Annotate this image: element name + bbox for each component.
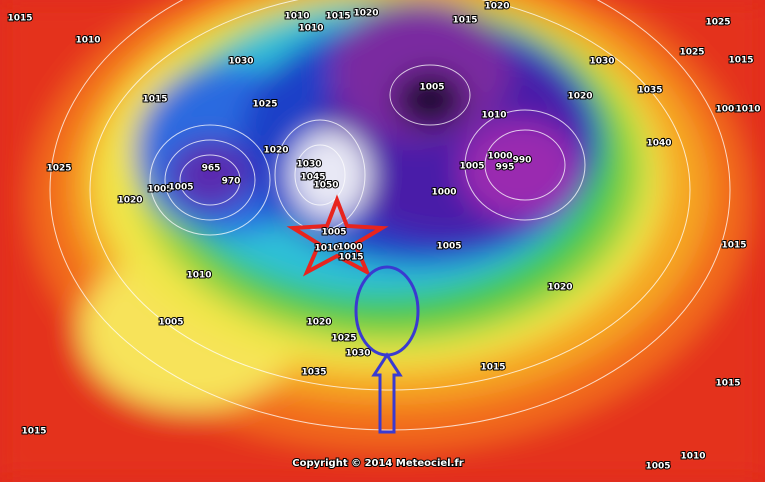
isobar-label: 1005	[168, 183, 193, 193]
isobar-label: 1010	[284, 12, 309, 22]
isobar-label: 1001	[715, 105, 740, 115]
isobar-label: 1010	[481, 111, 506, 121]
isobar-label: 1030	[589, 57, 614, 67]
isobar-label: 1005	[645, 462, 670, 472]
isobar-label: 1000	[487, 152, 512, 162]
isobar-label: 1020	[306, 318, 331, 328]
isobar-label: 1010	[680, 452, 705, 462]
isobar-label: 1015	[452, 16, 477, 26]
isobar-label: 1015	[325, 12, 350, 22]
isobar-label: 965	[202, 164, 221, 174]
isobar-label: 1005	[459, 162, 484, 172]
star-marker	[286, 194, 389, 277]
isobar-label: 1015	[338, 253, 363, 263]
isobar-label: 1005	[321, 228, 346, 238]
isobar-label: 990	[513, 156, 532, 166]
copyright: Copyright © 2014 Meteociel.fr	[292, 458, 463, 469]
isobar-label: 995	[496, 163, 515, 173]
isobar-label: 1005	[436, 242, 461, 252]
isobar-label: 1030	[345, 349, 370, 359]
isobar-label: 1020	[484, 2, 509, 12]
isobar-label: 1025	[46, 164, 71, 174]
isobar-label: 1025	[705, 18, 730, 28]
isobar-label: 1010	[298, 24, 323, 34]
isobar-label: 1020	[547, 283, 572, 293]
isobar-label: 1045	[300, 173, 325, 183]
isobar-label: 1020	[567, 92, 592, 102]
isobar-label: 1015	[142, 95, 167, 105]
isobar-label: 1005	[419, 83, 444, 93]
isobar-label: 1010	[314, 244, 339, 254]
isobar-label: 1025	[331, 334, 356, 344]
isobar-label: 1015	[715, 379, 740, 389]
isobar-label: 1015	[728, 56, 753, 66]
isobar-label: 1025	[679, 48, 704, 58]
isobars	[49, 0, 731, 431]
isobar-label: 1020	[117, 196, 142, 206]
isobar-label: 1020	[353, 9, 378, 19]
isobar-label: 1015	[480, 363, 505, 373]
isobar-label: 1005	[158, 318, 183, 328]
isobar-label: 1030	[228, 57, 253, 67]
isobar-label: 1035	[301, 368, 326, 378]
isobar-label: 1050	[313, 181, 338, 191]
isobar-label: 1015	[7, 14, 32, 24]
isobar-label: 1040	[646, 139, 671, 149]
arrow-marker	[371, 352, 403, 434]
isobar-label: 1015	[721, 241, 746, 251]
isobar-label: 1025	[252, 100, 277, 110]
isobar-label: 1010	[75, 36, 100, 46]
isobar-label: 1005	[147, 185, 172, 195]
isobar-label: 1030	[296, 160, 321, 170]
isobar-label: 970	[222, 177, 241, 187]
isobar-label: 1035	[637, 86, 662, 96]
isobar-label: 1020	[263, 146, 288, 156]
isobar-label: 1000	[337, 243, 362, 253]
isobar-label: 1010	[186, 271, 211, 281]
isobar-label: 1015	[21, 427, 46, 437]
isobar-label: 1000	[431, 188, 456, 198]
isobar-label: 1010	[735, 105, 760, 115]
